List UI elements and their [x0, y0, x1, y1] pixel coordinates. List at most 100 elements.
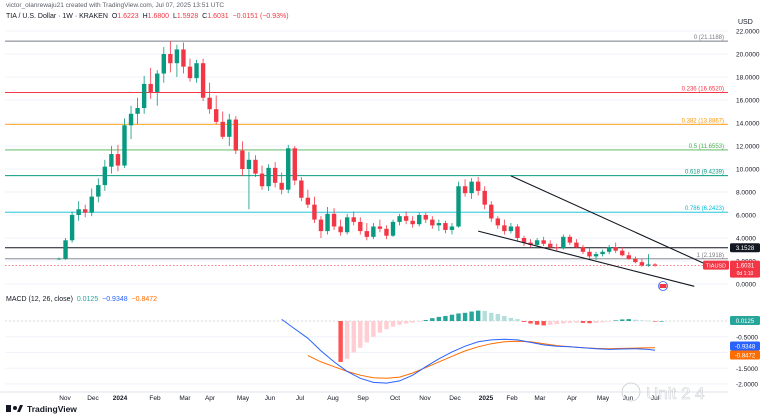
- macd-histogram-bar: [390, 321, 396, 327]
- candle-down: [495, 216, 501, 229]
- time-tick-label: Jun: [265, 395, 276, 402]
- candle-body: [266, 167, 271, 187]
- candle-body: [417, 215, 422, 225]
- candle-body: [220, 121, 225, 137]
- candle-body: [390, 221, 396, 236]
- candle-body: [554, 247, 559, 249]
- candle-up: [109, 146, 114, 174]
- candle-up: [122, 118, 127, 168]
- candle-down: [292, 146, 297, 186]
- macd-histogram-bar: [351, 321, 356, 353]
- candle-up: [417, 212, 422, 227]
- currency-label: USD: [738, 19, 753, 26]
- last-price-badge: [730, 260, 760, 278]
- macd-histogram-bar: [410, 321, 415, 323]
- macd-histogram-bar: [403, 321, 409, 324]
- fib-label-0.618: 0.618 (9.4239): [685, 170, 724, 176]
- candle-up: [286, 144, 291, 194]
- candle-body: [561, 236, 566, 249]
- candle-down: [554, 243, 559, 251]
- candle-body: [200, 63, 206, 98]
- upper-trendline: [510, 175, 715, 269]
- price-tick-label: 22.0000: [736, 29, 760, 36]
- candle-body: [587, 251, 592, 257]
- macd-histogram-bar: [495, 314, 501, 321]
- macd-line: [281, 318, 656, 384]
- candle-body: [63, 240, 68, 259]
- candle-down: [515, 224, 520, 242]
- macd-histogram-bar: [515, 319, 520, 321]
- candle-body: [128, 113, 134, 126]
- macd-histogram-bar: [449, 314, 455, 321]
- macd-histogram-bar: [384, 321, 389, 330]
- macd-histogram-bar: [534, 321, 540, 325]
- candle-up: [469, 178, 474, 199]
- candle-body: [364, 231, 370, 237]
- tradingview-wordmark: TradingView: [27, 404, 77, 414]
- candle-up: [266, 164, 271, 191]
- candle-up: [561, 234, 566, 250]
- macd-histogram-bar: [469, 311, 474, 321]
- candle-up: [593, 251, 599, 260]
- candle-up: [456, 181, 461, 228]
- candle-up: [600, 249, 605, 257]
- candle-down: [626, 251, 632, 260]
- decorations: TradingView Unit 2 4: [6, 281, 705, 414]
- candle-down: [652, 263, 658, 267]
- ohlc-open: 1.6223: [117, 13, 139, 20]
- candle-up: [63, 238, 68, 260]
- ohlc-low-label: L: [172, 13, 177, 20]
- macd-histogram-bar: [417, 321, 422, 322]
- time-axis[interactable]: Nov Dec 2024 Feb Mar Apr May Jun Jul Aug Sep Oct Nov…: [0, 391, 728, 402]
- price-tick-label: 0.0000: [736, 282, 756, 289]
- candle-down: [240, 141, 245, 176]
- candle-down: [148, 67, 153, 99]
- candle-up: [135, 97, 140, 125]
- candle-down: [318, 216, 324, 238]
- candle-down: [489, 201, 494, 222]
- candle-body: [325, 213, 330, 232]
- ohlc-high: 1.6800: [147, 13, 170, 20]
- macd-hist-value: 0.0125: [76, 296, 99, 303]
- candle-body: [358, 221, 363, 232]
- candle-down: [548, 240, 553, 250]
- candle-body: [233, 119, 239, 151]
- candle-body: [600, 251, 605, 255]
- candle-body: [76, 209, 81, 215]
- ohlc-close-label: C: [202, 13, 208, 20]
- time-tick-label: Apr: [567, 395, 578, 402]
- price-tick-label: 6.0000: [736, 213, 756, 220]
- candle-down: [521, 235, 527, 247]
- macd-histogram-bar: [436, 316, 442, 321]
- candle-down: [364, 223, 370, 241]
- price-badges: 3.1528 TIAUSD 1.6031 0d 1:10 0.0125 -0.9348 -0…: [703, 243, 760, 360]
- time-tick-label: 2025: [479, 395, 494, 402]
- macd-histogram-bar: [639, 320, 645, 321]
- candle-up: [449, 223, 455, 235]
- candle-down: [567, 234, 573, 245]
- macd-histogram-bar: [397, 321, 402, 325]
- ohlc-open-label: O: [111, 13, 118, 20]
- macd-histogram-bar: [462, 312, 468, 321]
- time-tick-label: Mar: [179, 395, 191, 402]
- candle-up: [227, 113, 232, 146]
- macd-tick-label: -1.5000: [736, 366, 758, 373]
- horizontal-line-badge-text: 3.1528: [736, 246, 755, 252]
- macd-histogram-bar: [554, 321, 559, 325]
- candle-up: [56, 257, 62, 260]
- flag-icon-stripe: [659, 284, 667, 288]
- macd-histogram-bar: [541, 321, 546, 326]
- time-tick-label: Jun: [623, 395, 634, 402]
- candle-body: [495, 218, 501, 226]
- candle-down: [305, 189, 311, 209]
- candle-up: [194, 59, 199, 83]
- macd-histogram-bar: [338, 321, 343, 362]
- macd-histogram-bar: [574, 321, 579, 323]
- price-axis[interactable]: 22.0000 20.0000 18.0000 16.0000 14.0000 12.00…: [736, 19, 760, 389]
- candle-body: [338, 226, 343, 233]
- macd-badge-text: -0.8472: [735, 353, 756, 359]
- candle-body: [580, 247, 586, 252]
- candle-down: [259, 165, 265, 190]
- tradingview-logo-dot: [13, 406, 17, 410]
